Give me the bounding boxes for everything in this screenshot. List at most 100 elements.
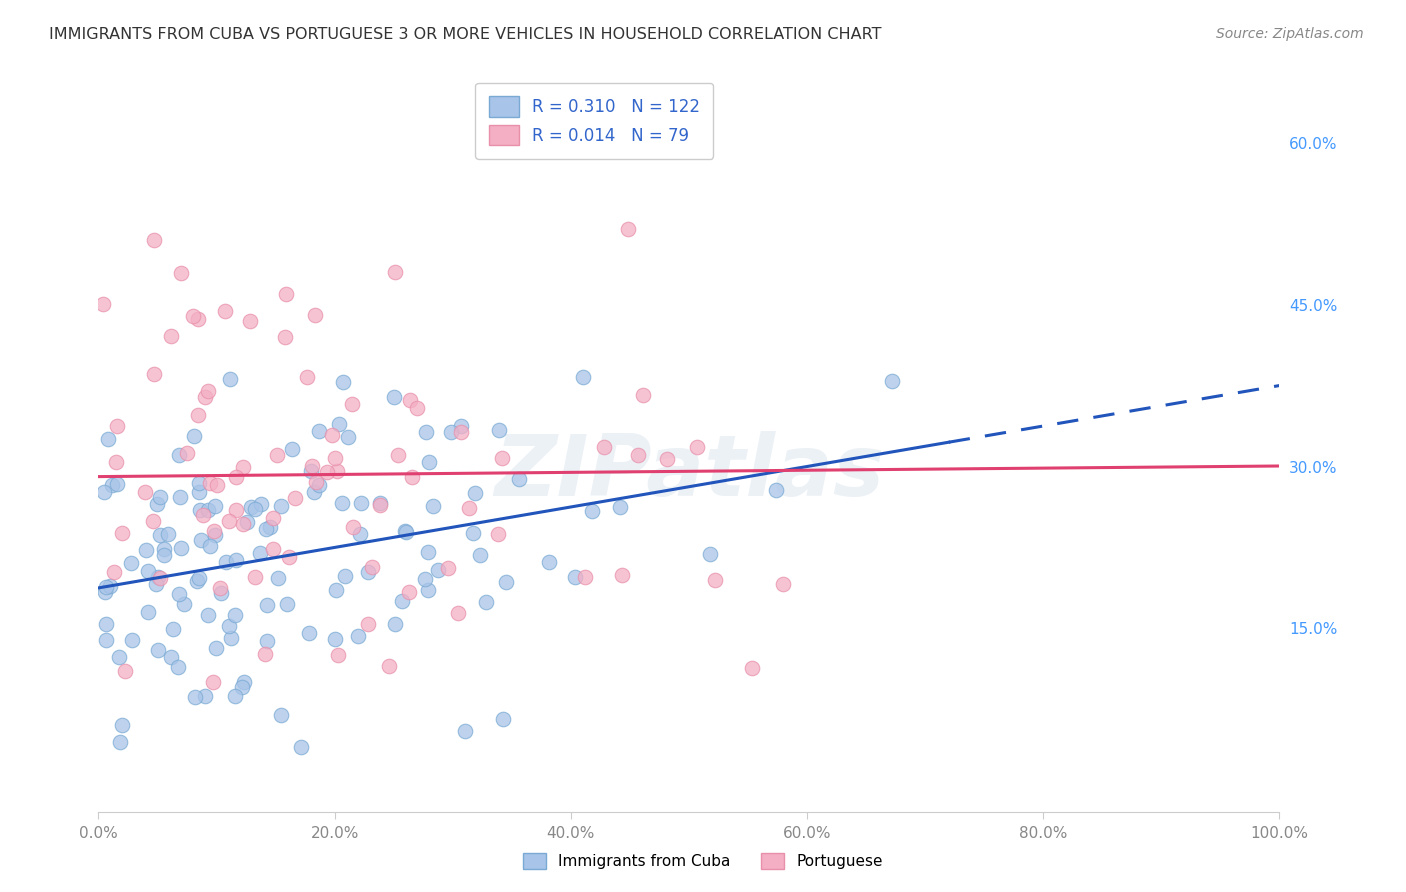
Point	[205, 477, 228, 491]
Point	[243, 570, 266, 584]
Point	[250, 497, 273, 511]
Point	[173, 597, 195, 611]
Point	[316, 465, 339, 479]
Point	[270, 500, 292, 514]
Point	[188, 475, 211, 490]
Point	[280, 442, 302, 457]
Point	[225, 553, 247, 567]
Point	[686, 440, 709, 454]
Point	[450, 419, 472, 434]
Point	[93, 484, 115, 499]
Point	[699, 547, 721, 561]
Point	[418, 455, 440, 469]
Point	[169, 490, 191, 504]
Point	[232, 460, 254, 475]
Point	[94, 585, 117, 599]
Point	[157, 527, 180, 541]
Point	[325, 582, 347, 597]
Point	[208, 581, 231, 595]
Point	[225, 503, 247, 517]
Point	[323, 450, 346, 465]
Point	[538, 555, 561, 569]
Point	[349, 527, 371, 541]
Point	[239, 500, 262, 514]
Point	[183, 429, 205, 443]
Point	[305, 475, 328, 489]
Point	[454, 723, 477, 738]
Point	[384, 265, 406, 279]
Point	[202, 675, 225, 690]
Point	[176, 446, 198, 460]
Point	[232, 517, 254, 532]
Point	[387, 448, 409, 462]
Point	[321, 427, 343, 442]
Point	[273, 329, 295, 343]
Point	[491, 451, 513, 466]
Point	[114, 665, 136, 679]
Point	[184, 690, 207, 704]
Point	[617, 222, 640, 236]
Point	[218, 619, 240, 633]
Point	[627, 448, 650, 462]
Point	[232, 674, 254, 689]
Point	[323, 632, 346, 646]
Point	[231, 680, 253, 694]
Point	[704, 573, 727, 587]
Point	[219, 372, 242, 386]
Point	[167, 448, 190, 462]
Point	[416, 583, 439, 598]
Point	[159, 649, 181, 664]
Point	[308, 478, 330, 492]
Point	[239, 314, 262, 328]
Point	[326, 648, 349, 662]
Point	[142, 367, 165, 381]
Point	[219, 631, 242, 645]
Point	[105, 419, 128, 434]
Point	[145, 577, 167, 591]
Point	[488, 423, 510, 437]
Text: Source: ZipAtlas.com: Source: ZipAtlas.com	[1216, 27, 1364, 41]
Point	[152, 548, 174, 562]
Point	[350, 496, 373, 510]
Point	[458, 501, 481, 516]
Point	[197, 503, 219, 517]
Point	[111, 525, 134, 540]
Point	[492, 712, 515, 726]
Point	[278, 549, 301, 564]
Point	[508, 472, 530, 486]
Point	[162, 623, 184, 637]
Point	[136, 564, 159, 578]
Point	[149, 528, 172, 542]
Point	[290, 739, 312, 754]
Point	[342, 397, 364, 411]
Point	[357, 565, 380, 579]
Point	[266, 448, 288, 462]
Point	[169, 541, 191, 555]
Point	[120, 557, 142, 571]
Point	[406, 401, 429, 416]
Point	[194, 390, 217, 404]
Point	[167, 660, 190, 674]
Point	[249, 546, 271, 560]
Point	[398, 584, 420, 599]
Point	[612, 567, 634, 582]
Point	[134, 484, 156, 499]
Point	[262, 542, 284, 557]
Point	[110, 734, 132, 748]
Point	[436, 561, 458, 575]
Point	[197, 607, 219, 622]
Text: ZIPatlas: ZIPatlas	[494, 431, 884, 514]
Point	[308, 424, 330, 438]
Point	[181, 309, 204, 323]
Point	[186, 574, 208, 588]
Point	[170, 266, 193, 280]
Point	[609, 500, 631, 514]
Point	[256, 634, 278, 648]
Point	[631, 388, 654, 402]
Point	[475, 594, 498, 608]
Point	[93, 297, 115, 311]
Point	[209, 585, 232, 599]
Point	[267, 571, 290, 585]
Point	[416, 545, 439, 559]
Point	[135, 542, 157, 557]
